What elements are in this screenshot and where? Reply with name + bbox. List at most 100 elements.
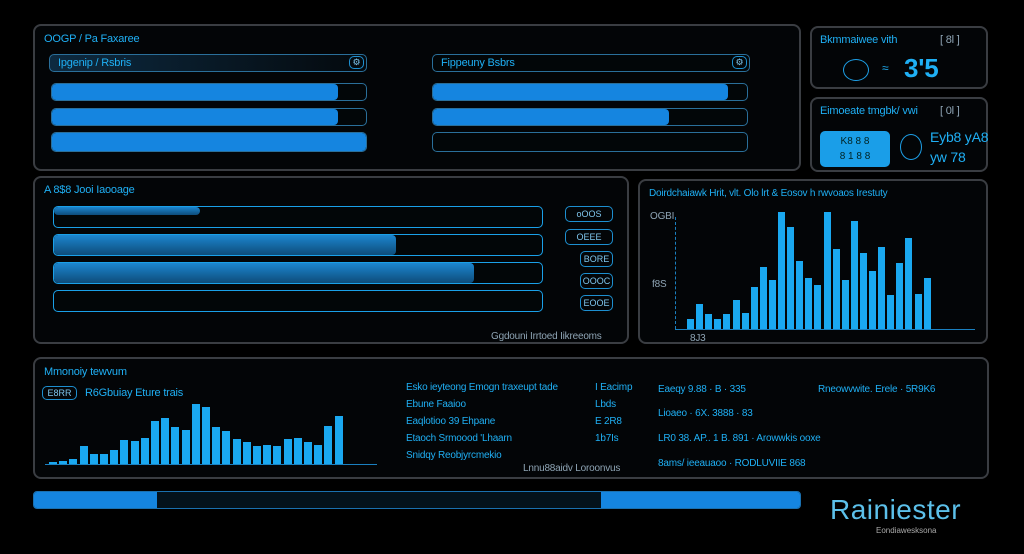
chart-bar — [59, 460, 68, 464]
chart-bar — [253, 446, 261, 464]
x-axis — [675, 329, 975, 330]
list-item-label: Etaoch Srmoood 'Lhaarn — [406, 433, 512, 444]
stat-value: 3'5 — [904, 53, 939, 83]
stat-panel-c: Eimoeate tmgbk/ vwi [ 0l ] K8 8 8 8 1 8 … — [810, 97, 989, 172]
chart-bar — [334, 416, 343, 464]
chart-bar — [878, 247, 886, 329]
chart-bar — [750, 286, 758, 329]
chart-bar — [151, 421, 159, 464]
panel-footer: Ggdouni Irrtoed Iikreeoms — [491, 331, 602, 342]
chart-bar — [732, 299, 740, 329]
chart-bar — [314, 445, 323, 464]
logo-tagline: Eondiawesksona — [876, 526, 937, 535]
list-item-label: Eaqlotioo 39 Ehpane — [406, 416, 496, 427]
x-axis — [45, 464, 377, 465]
stat-line: LR0 38. AP.. 1 B. 891 · Arowwkis ooxe — [658, 433, 821, 444]
chart-bar — [705, 314, 713, 329]
action-button-3[interactable]: BORE — [580, 251, 613, 267]
logo-name: Rainiester — [830, 494, 962, 525]
list-item-label: Ebune Faaioo — [406, 399, 466, 410]
list-footer: Lnnu88aidv Loroonvus — [523, 463, 621, 474]
bar-chart-panel: Doirdchaiawk Hrit, vlt. Olo lrt & Eosov … — [638, 179, 988, 344]
chart-bar — [923, 277, 931, 329]
chart-bar — [887, 295, 895, 329]
chart-bar — [823, 212, 831, 329]
y-tick-label: OGBI — [650, 211, 675, 222]
y-tick-label: f8S — [652, 279, 667, 290]
chart-bar — [832, 249, 840, 329]
chart-bar — [741, 312, 749, 329]
chart-bar — [759, 266, 767, 329]
box-line: 8 1 8 8 — [839, 151, 871, 162]
action-button-2[interactable]: OEEE — [565, 229, 613, 245]
progress-fill — [54, 263, 474, 283]
list-item-label: Snidqy Reobjyrcmekio — [406, 450, 502, 461]
chart-bar — [140, 438, 149, 464]
footer-progress[interactable] — [33, 491, 801, 509]
settings-icon[interactable]: ⚙ — [349, 56, 364, 69]
panel-title: A 8$8 Jooi Iaooage — [44, 184, 135, 196]
chart-bar — [89, 453, 98, 464]
y-axis — [675, 217, 676, 329]
stat-line: Lioaeo · 6X. 3888 · 83 — [658, 408, 753, 419]
settings-icon[interactable]: ⚙ — [732, 56, 747, 69]
progress-fill — [54, 235, 396, 255]
chart-bar — [283, 438, 292, 464]
chart-bar — [768, 279, 776, 329]
chart-bar — [49, 462, 57, 464]
chart-bar — [814, 284, 822, 329]
chart-bar — [171, 427, 180, 464]
action-button-4[interactable]: OOOC — [580, 273, 613, 289]
chart-bar — [130, 440, 139, 464]
chart-bar — [191, 403, 200, 464]
filter-button[interactable]: E8RR — [42, 386, 77, 400]
right-progress-3 — [432, 132, 748, 152]
left-progress-2 — [51, 108, 367, 126]
chart-bar — [778, 212, 785, 329]
action-button-1[interactable]: oOOS — [565, 206, 613, 222]
shield-icon — [900, 134, 922, 160]
progress-panel-d: A 8$8 Jooi Iaooage oOOS OEEE BORE OOOC E… — [33, 176, 629, 344]
panel-title: Bkmmaiwee vith — [820, 34, 898, 46]
progress-fill — [52, 84, 338, 100]
chart-bar — [202, 406, 210, 464]
chart-title: Doirdchaiawk Hrit, vlt. Olo lrt & Eosov … — [649, 188, 888, 199]
chart-bar — [120, 440, 129, 464]
right-header-field[interactable]: Fippeuny Bsbrs ⚙ — [432, 54, 750, 72]
list-item-value: Lbds — [595, 399, 616, 410]
chart-bar — [273, 445, 282, 464]
progress-4 — [53, 290, 543, 312]
progress-3 — [53, 262, 543, 284]
progress-2 — [53, 234, 543, 256]
box-line: K8 8 8 — [840, 136, 870, 147]
left-header-field[interactable]: Ipgenip / Rsbris ⚙ — [49, 54, 367, 72]
list-item-label: Esko ieyteong Emogn traxeupt tade — [406, 382, 558, 393]
chart-bar — [714, 319, 722, 329]
list-item-value: E 2R8 — [595, 416, 622, 427]
chart-bar — [222, 431, 231, 464]
chart-bar — [869, 270, 876, 329]
action-button-5[interactable]: EOOE — [580, 295, 613, 311]
chart-bar — [232, 439, 241, 464]
chart-bar — [723, 314, 731, 329]
right-progress-2 — [432, 108, 748, 126]
panel-title: Mmonoiy tewvum — [44, 366, 127, 378]
chart-subtitle: R6Gbuiay Eture trais — [85, 387, 184, 399]
chart-bar — [212, 427, 221, 464]
wave-icon: ≈ — [882, 61, 889, 75]
progress-fill-left — [34, 492, 157, 508]
left-progress-1 — [51, 83, 367, 101]
right-header-label: Fippeuny Bsbrs — [441, 57, 515, 69]
list-item-value: 1b7Is — [595, 433, 619, 444]
progress-fill — [52, 109, 338, 125]
progress-fill — [433, 84, 729, 100]
gauge-icon — [843, 59, 869, 81]
status-box[interactable]: K8 8 8 8 1 8 8 — [820, 131, 890, 167]
chart-bar — [914, 293, 922, 329]
chart-bar — [787, 227, 795, 329]
progress-fill — [433, 109, 669, 125]
badge: [ 0l ] — [940, 105, 960, 117]
right-progress-1 — [432, 83, 748, 101]
chart-bar — [100, 453, 108, 464]
left-header-label: Ipgenip / Rsbris — [58, 57, 132, 69]
